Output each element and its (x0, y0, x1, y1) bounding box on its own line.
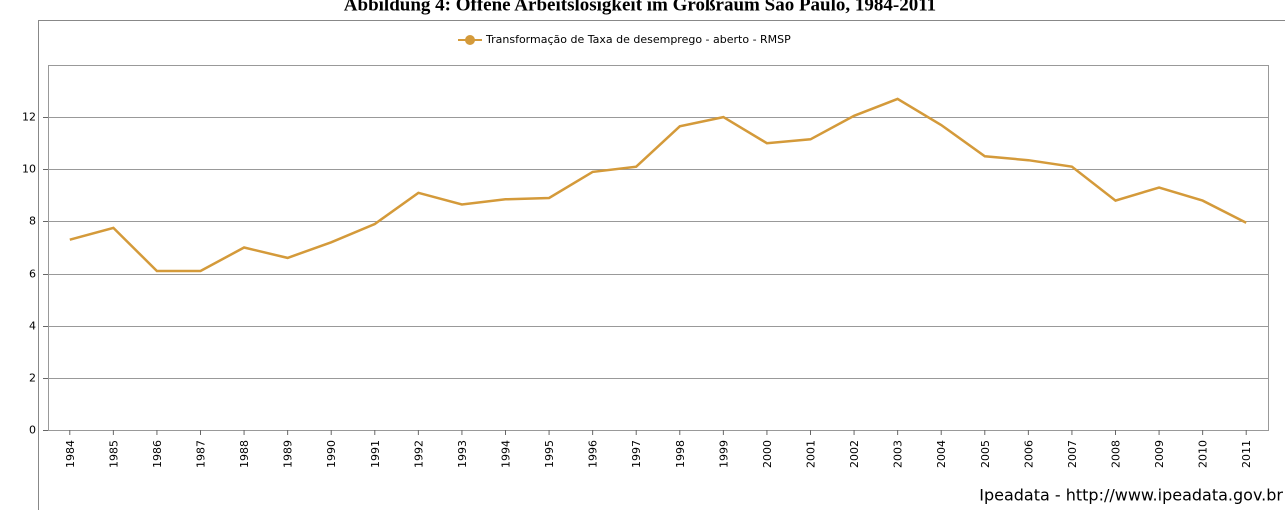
x-tick-label: 2010 (1197, 440, 1210, 468)
y-tick-label: 10 (22, 163, 36, 176)
x-tick-label: 1994 (500, 440, 513, 468)
x-tick-label: 1997 (630, 440, 643, 468)
x-tick-label: 1989 (282, 440, 295, 468)
y-tick-label: 0 (29, 424, 36, 437)
x-tick-label: 1991 (369, 440, 382, 468)
x-tick-label: 1993 (456, 440, 469, 468)
y-tick-label: 4 (29, 320, 36, 333)
x-tick-label: 2003 (892, 440, 905, 468)
x-tick-label: 1986 (151, 440, 164, 468)
y-tick-label: 2 (29, 372, 36, 385)
x-tick-label: 1990 (325, 440, 338, 468)
y-tick-label: 12 (22, 111, 36, 124)
x-tick-label: 1987 (195, 440, 208, 468)
x-tick-label: 2008 (1110, 440, 1123, 468)
x-tick-label: 1988 (238, 440, 251, 468)
x-tick-label: 1992 (412, 440, 425, 468)
x-tick-label: 1985 (107, 440, 120, 468)
x-tick-label: 2000 (761, 440, 774, 468)
y-tick-label: 6 (29, 268, 36, 281)
footer: Ipeadata - http://www.ipeadata.gov.br (979, 486, 1283, 505)
x-tick-label: 1984 (64, 440, 77, 468)
x-tick-label: 2011 (1240, 440, 1253, 468)
chart-title: Abbildung 4: Offene Arbeitslosigkeit im … (344, 0, 936, 15)
y-tick-label: 8 (29, 215, 36, 228)
x-tick-label: 2005 (979, 440, 992, 468)
x-tick-label: 1998 (674, 440, 687, 468)
x-tick-label: 2004 (935, 440, 948, 468)
legend-label: Transformação de Taxa de desemprego - ab… (485, 33, 791, 46)
x-tick-label: 1995 (543, 440, 556, 468)
legend-marker (465, 35, 475, 45)
x-tick-label: 1999 (717, 440, 730, 468)
chart-frame (39, 21, 1285, 511)
x-tick-label: 2007 (1066, 440, 1079, 468)
x-tick-label: 2009 (1153, 440, 1166, 468)
x-tick-label: 2001 (805, 440, 818, 468)
x-tick-label: 2002 (848, 440, 861, 468)
x-tick-label: 1996 (587, 440, 600, 468)
x-tick-label: 2006 (1022, 440, 1035, 468)
